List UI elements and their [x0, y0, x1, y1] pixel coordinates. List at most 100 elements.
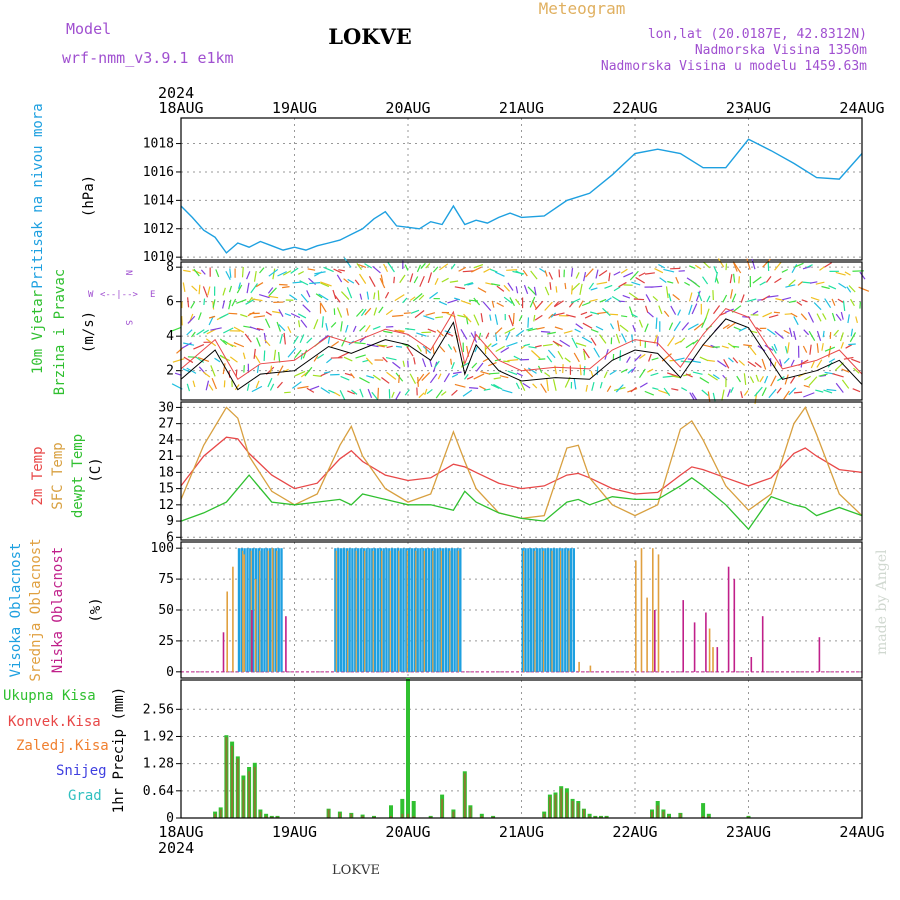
wind-arrow: [819, 266, 825, 271]
wind-arrow: [489, 372, 500, 375]
wind-arrow: [253, 315, 266, 318]
wind-arrow: [277, 271, 287, 277]
wind-arrow: [583, 350, 586, 361]
wind-arrow: [253, 270, 257, 282]
high-cloud-bar: [558, 548, 561, 672]
wind-arrow: [644, 390, 655, 396]
wind-arrow: [784, 346, 788, 354]
wind-arrow: [292, 281, 302, 284]
wind-arrow: [853, 367, 860, 374]
wind-arrow: [584, 314, 593, 319]
wind-arrow: [516, 372, 523, 377]
wind-arrow: [477, 287, 487, 293]
wind-arrow: [622, 294, 631, 299]
wind-arrow: [210, 327, 222, 331]
mid-cloud-bar: [415, 550, 417, 672]
wind-arrow: [615, 333, 621, 344]
high-cloud-bar: [549, 548, 553, 672]
wind-arrow: [234, 384, 240, 391]
wind-arrow: [359, 293, 363, 300]
wind-arrow: [186, 329, 193, 336]
bottom-date-tick: 22AUG: [612, 823, 657, 841]
convective-precip-bar: [401, 813, 404, 818]
compass-south: S: [123, 320, 133, 325]
wind-arrow: [183, 269, 191, 273]
wind-arrow: [852, 388, 861, 393]
wind-arrow: [259, 267, 265, 274]
wind-arrow: [309, 282, 321, 285]
wind-arrow: [254, 355, 261, 364]
wind-arrow: [629, 270, 639, 281]
wind-arrow: [706, 295, 711, 303]
wind-arrow: [824, 262, 833, 268]
cloud-ylabel: Visoka Oblacnost: [8, 543, 24, 678]
wind-arrow: [747, 361, 757, 368]
mid-cloud-bar: [267, 550, 269, 672]
mid-cloud-bar: [551, 550, 553, 672]
wind-arrow: [205, 380, 210, 391]
wind-arrow: [658, 305, 663, 315]
legend-total: Ukupna Kisa: [3, 688, 96, 704]
wind-arrow: [381, 377, 390, 384]
high-cloud-bar: [442, 548, 445, 672]
wind-arrow: [207, 286, 211, 296]
wind-arrow: [564, 282, 567, 290]
wind-arrow: [523, 284, 529, 295]
wind-arrow: [580, 311, 588, 316]
high-cloud-bar: [419, 548, 422, 672]
wind-arrow: [671, 388, 679, 391]
wind-arrow: [821, 343, 824, 351]
wind-arrow: [738, 327, 747, 332]
y-tick-label: 30: [158, 400, 174, 415]
wind-arrow: [722, 294, 728, 303]
y-tick-label: 21: [158, 449, 174, 464]
wind-arrow: [409, 273, 414, 283]
wind-arrow: [840, 311, 844, 320]
mid-cloud-bar: [347, 550, 349, 672]
wind-arrow: [639, 382, 648, 388]
total-precip-bar: [406, 677, 410, 818]
mid-cloud-bar: [381, 550, 383, 672]
wind-arrow: [717, 258, 725, 268]
wind-arrow: [464, 374, 469, 380]
wind-arrow: [668, 293, 672, 302]
wind-arrow: [833, 329, 839, 336]
wind-arrow: [373, 307, 378, 316]
convective-precip-bar: [412, 815, 415, 818]
wind-arrow: [422, 345, 432, 354]
wind-arrow: [366, 375, 375, 379]
wind-arrow: [334, 392, 341, 397]
wind-arrow: [762, 258, 771, 268]
convective-precip-bar: [588, 815, 591, 818]
wind-arrow: [552, 379, 557, 391]
wind-arrow: [824, 298, 832, 309]
wind-arrow: [818, 373, 828, 377]
wind-arrow: [582, 348, 590, 359]
mid-cloud-bar: [534, 550, 536, 672]
wind-arrow: [267, 287, 274, 294]
wind-arrow: [793, 330, 797, 340]
low-cloud-bar: [654, 610, 656, 672]
precip-frame: [180, 679, 863, 819]
wind-arrow: [738, 359, 745, 366]
high-cloud-bar: [527, 548, 530, 672]
wind-arrow: [563, 330, 573, 334]
convective-precip-bar: [407, 813, 409, 818]
wind-arrow: [731, 293, 737, 303]
wind-arrow: [663, 310, 670, 317]
wind-arrow: [292, 381, 302, 389]
wind-arrow: [503, 296, 513, 304]
wind-arrow: [233, 326, 245, 333]
wind-arrow: [471, 362, 478, 369]
wind-arrow: [336, 307, 343, 318]
wind-arrow: [707, 359, 715, 362]
wind-arrow: [764, 375, 769, 384]
wind-arrow: [604, 297, 612, 303]
compass-north: N: [123, 270, 133, 275]
high-cloud-bar: [439, 548, 442, 672]
wind-arrow: [183, 342, 195, 346]
high-cloud-bar: [416, 548, 419, 672]
wind-arrow: [705, 308, 710, 319]
wind-arrow: [494, 314, 499, 325]
wind-arrow: [590, 370, 594, 377]
